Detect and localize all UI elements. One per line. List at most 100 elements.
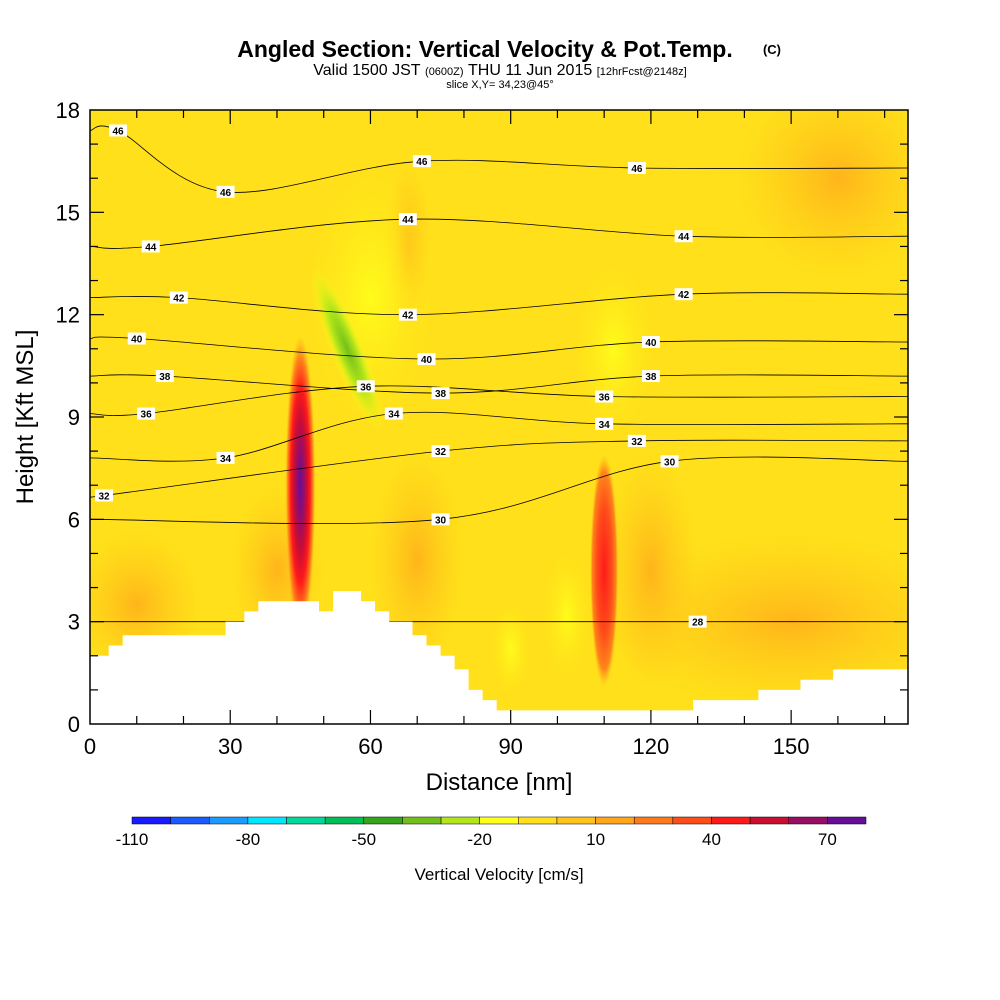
field-patch bbox=[604, 451, 698, 690]
isentrope-label: 32 bbox=[95, 489, 114, 502]
svg-text:34: 34 bbox=[220, 454, 232, 465]
isentrope-label: 30 bbox=[660, 455, 679, 468]
isentrope-label: 42 bbox=[398, 308, 417, 322]
isentrope-label: 34 bbox=[216, 451, 235, 465]
isentrope-label: 38 bbox=[431, 387, 450, 400]
field-patch bbox=[538, 539, 595, 690]
colorbar-tick-label: 40 bbox=[702, 830, 721, 849]
subtitle-date: THU 11 Jun 2015 bbox=[468, 62, 592, 79]
colorbar-swatch bbox=[827, 816, 867, 825]
svg-text:38: 38 bbox=[435, 389, 447, 400]
svg-text:46: 46 bbox=[631, 164, 643, 175]
field-patch bbox=[370, 451, 464, 670]
field-patch bbox=[487, 594, 535, 704]
colorbar-tick-label: 10 bbox=[586, 830, 605, 849]
isentrope-label: 44 bbox=[674, 230, 693, 243]
isentrope-label: 46 bbox=[627, 161, 646, 175]
y-tick-label: 9 bbox=[68, 405, 80, 430]
colorbar-swatch bbox=[711, 816, 751, 825]
colorbar-swatch bbox=[209, 816, 249, 825]
svg-text:46: 46 bbox=[220, 188, 232, 199]
svg-text:36: 36 bbox=[599, 393, 611, 404]
svg-text:40: 40 bbox=[421, 355, 433, 366]
svg-text:30: 30 bbox=[435, 515, 447, 526]
colorbar-swatch bbox=[324, 816, 365, 825]
svg-text:28: 28 bbox=[692, 618, 704, 629]
colorbar-tick-label: -80 bbox=[236, 830, 261, 849]
svg-text:32: 32 bbox=[631, 437, 643, 448]
y-tick-label: 15 bbox=[56, 200, 80, 225]
colorbar-swatch bbox=[402, 816, 442, 825]
colorbar-swatch bbox=[363, 816, 403, 825]
svg-text:36: 36 bbox=[141, 410, 153, 421]
isentrope-label: 34 bbox=[384, 407, 403, 421]
colorbar-swatch bbox=[633, 816, 674, 825]
x-tick-label: 0 bbox=[84, 734, 96, 759]
svg-text:44: 44 bbox=[678, 232, 690, 243]
colorbar-tick-label: -110 bbox=[116, 830, 149, 849]
isentrope-label: 32 bbox=[627, 434, 646, 448]
colorbar-tick-label: -50 bbox=[352, 830, 377, 849]
isentrope-label: 46 bbox=[216, 185, 235, 199]
chart-subtitle: Valid 1500 JST (0600Z) THU 11 Jun 2015 [… bbox=[313, 62, 686, 79]
x-tick-label: 30 bbox=[218, 734, 242, 759]
x-axis-label: Distance [nm] bbox=[426, 769, 573, 796]
colorbar-swatch bbox=[749, 816, 789, 825]
y-tick-label: 3 bbox=[68, 610, 80, 635]
colorbar-swatch bbox=[440, 816, 480, 825]
svg-text:40: 40 bbox=[645, 338, 657, 349]
subtitle-forecast: [12hrFcst@2148z] bbox=[597, 66, 687, 78]
svg-text:38: 38 bbox=[645, 372, 657, 383]
x-tick-label: 150 bbox=[773, 734, 810, 759]
colorbar-swatch bbox=[518, 816, 558, 825]
x-tick-label: 120 bbox=[633, 734, 670, 759]
isentrope-label: 40 bbox=[417, 353, 436, 366]
colorbar-swatch bbox=[286, 816, 326, 825]
colorbar-tick-label: 70 bbox=[818, 830, 837, 849]
isentrope-label: 28 bbox=[688, 615, 707, 629]
svg-text:40: 40 bbox=[131, 335, 143, 346]
colorbar-swatch bbox=[788, 816, 828, 825]
colorbar-tick-label: -20 bbox=[467, 830, 492, 849]
isentrope-label: 38 bbox=[155, 370, 174, 383]
y-tick-label: 12 bbox=[56, 303, 80, 328]
isentrope-line bbox=[90, 125, 908, 193]
svg-text:42: 42 bbox=[402, 311, 414, 322]
isentrope-label: 36 bbox=[595, 390, 614, 404]
colorbar-swatch bbox=[247, 816, 287, 825]
x-tick-label: 60 bbox=[358, 734, 382, 759]
isentrope-label: 42 bbox=[674, 288, 693, 301]
subtitle-prefix: Valid 1500 JST bbox=[313, 62, 421, 79]
isentrope-labels: 28 30 30 32 32 32 34 34 34 36 36 36 38 38 38 40 40 40 42 42… bbox=[95, 124, 707, 629]
colorbar-label: Vertical Velocity [cm/s] bbox=[414, 865, 583, 884]
svg-text:46: 46 bbox=[112, 126, 124, 137]
isentrope-line bbox=[90, 411, 908, 462]
svg-text:44: 44 bbox=[402, 215, 414, 226]
isentrope-label: 30 bbox=[431, 513, 450, 526]
terrain bbox=[90, 591, 908, 724]
isentrope-label: 40 bbox=[641, 335, 660, 349]
colorbar-swatch bbox=[672, 816, 712, 825]
isentrope-label: 44 bbox=[398, 213, 417, 226]
svg-text:38: 38 bbox=[159, 372, 171, 383]
svg-text:30: 30 bbox=[664, 457, 676, 468]
colorbar-swatch bbox=[170, 816, 210, 825]
y-tick-label: 18 bbox=[56, 98, 80, 123]
updraft-core bbox=[590, 454, 619, 687]
y-axis-label: Height [Kft MSL] bbox=[12, 330, 39, 505]
svg-text:32: 32 bbox=[435, 447, 447, 458]
svg-text:34: 34 bbox=[388, 410, 400, 421]
subtitle-utc: (0600Z) bbox=[425, 66, 464, 78]
colorbar-swatch bbox=[131, 816, 171, 825]
x-tick-label: 90 bbox=[498, 734, 522, 759]
svg-text:44: 44 bbox=[145, 242, 157, 253]
x-axis: 0 30 60 90 120 150 bbox=[84, 110, 886, 759]
isentrope-label: 34 bbox=[595, 417, 614, 431]
updraft-core bbox=[285, 335, 316, 636]
isentrope-label: 44 bbox=[141, 240, 160, 253]
chart-title-mark: (C) bbox=[763, 42, 781, 57]
svg-text:36: 36 bbox=[360, 382, 372, 393]
colorbar-swatch bbox=[556, 816, 596, 825]
